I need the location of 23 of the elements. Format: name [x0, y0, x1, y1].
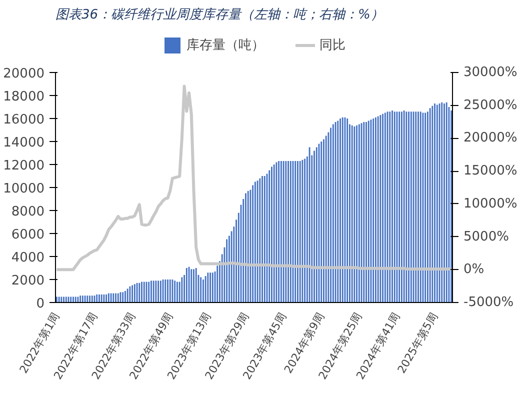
- y-tick-label: 2000: [11, 274, 45, 288]
- y-tick-label: 20000: [3, 66, 45, 82]
- chart-title: 图表36：碳纤维行业周度库存量（左轴：吨；右轴：%）: [56, 6, 384, 22]
- y2-tick-label: 30000%: [464, 65, 518, 80]
- y-tick-label: 0: [36, 296, 45, 312]
- y2-tick-label: 0%: [464, 262, 484, 278]
- y-tick-label: 10000: [3, 182, 45, 196]
- y2-tick-label: 15000%: [464, 164, 518, 179]
- y-tick-label: 16000: [3, 112, 45, 128]
- y2-tick-label: 20000%: [464, 130, 518, 146]
- y-tick-label: 8000: [11, 204, 45, 220]
- y-tick-label: 6000: [11, 228, 45, 242]
- y-tick-label: 18000: [3, 90, 45, 104]
- y2-tick-label: -5000%: [464, 295, 514, 310]
- legend-label: 库存量（吨）: [186, 36, 264, 54]
- y-tick-label: 14000: [3, 136, 45, 150]
- y2-tick-label: 5000%: [464, 229, 509, 244]
- y-tick-label: 4000: [11, 250, 45, 266]
- y-tick-label: 12000: [3, 158, 45, 174]
- line-series: [56, 84, 452, 272]
- y2-tick-label: 10000%: [464, 196, 518, 212]
- legend-label: 同比: [320, 36, 346, 54]
- y2-tick-label: 25000%: [464, 98, 518, 113]
